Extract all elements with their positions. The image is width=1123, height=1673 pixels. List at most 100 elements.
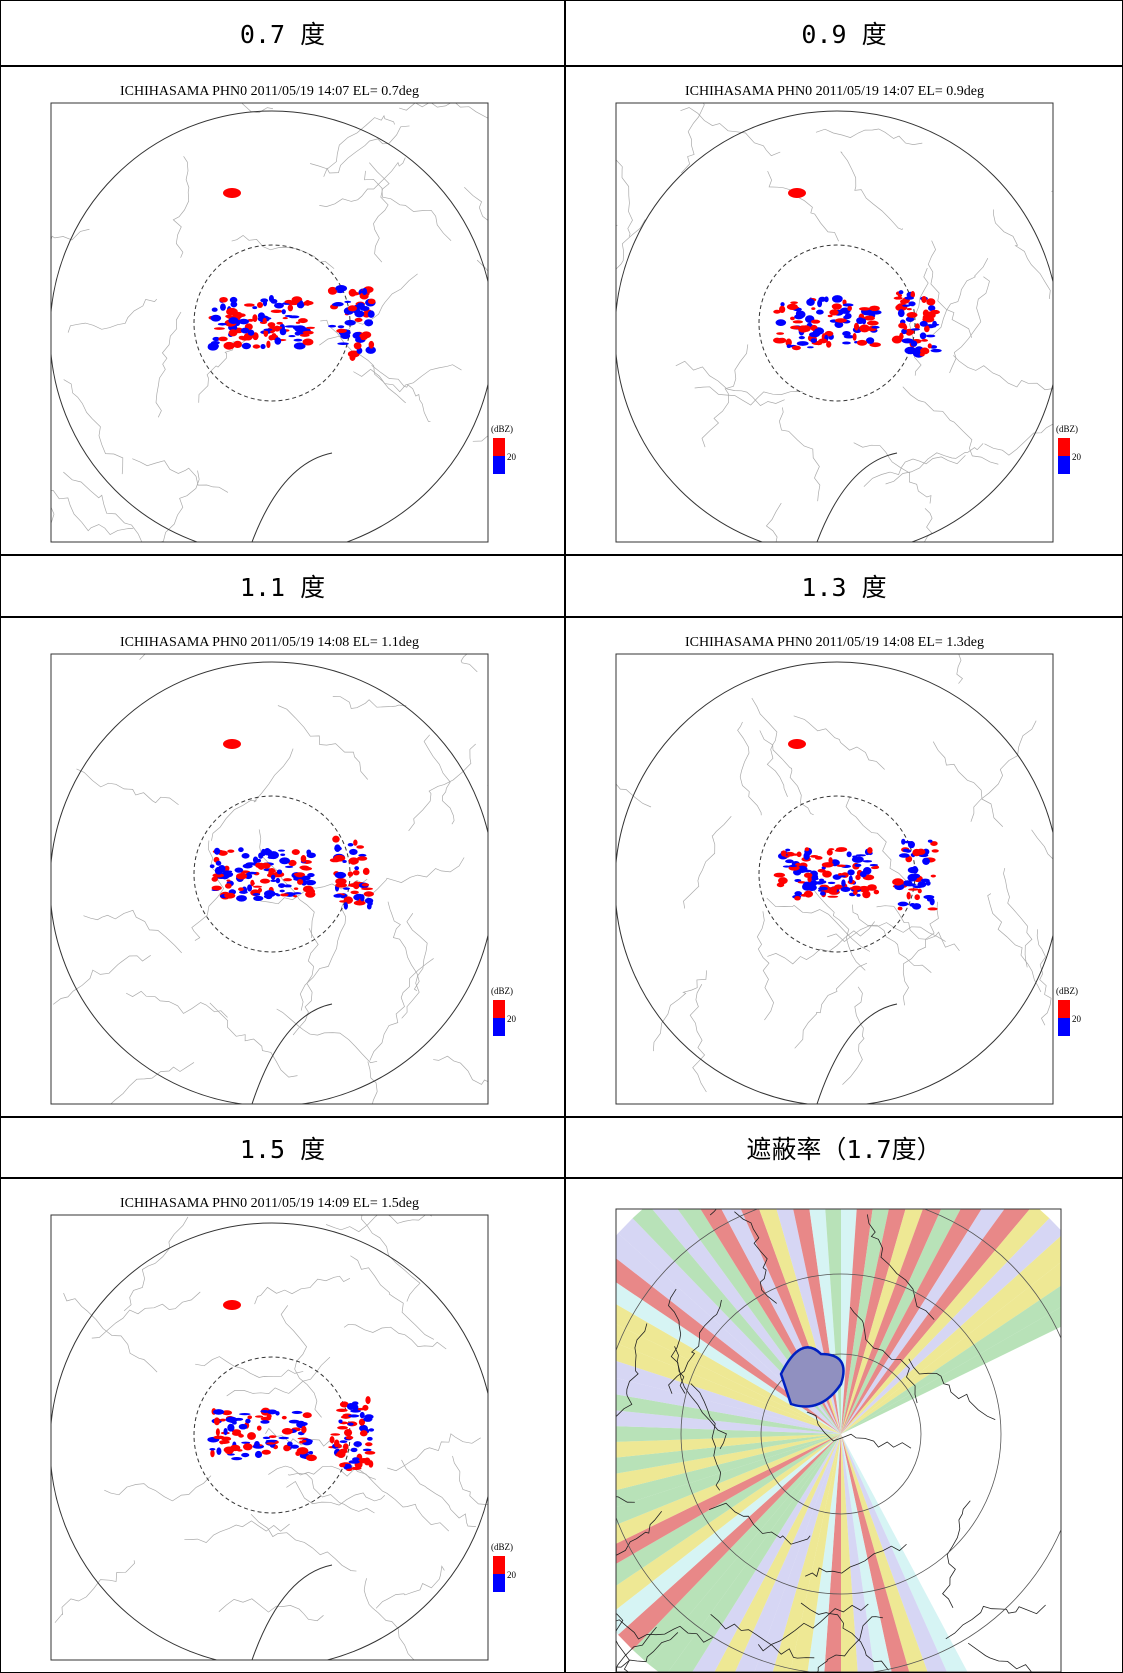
echo bbox=[854, 864, 861, 867]
echo bbox=[260, 298, 268, 302]
boundary bbox=[653, 970, 706, 1051]
echo bbox=[369, 1428, 374, 1431]
echo bbox=[852, 856, 857, 858]
echo bbox=[353, 1404, 359, 1411]
echo bbox=[309, 1451, 313, 1454]
echo bbox=[209, 1448, 215, 1451]
echo bbox=[353, 839, 357, 845]
echo bbox=[220, 303, 226, 310]
echo bbox=[799, 336, 805, 339]
boundary bbox=[124, 1217, 188, 1311]
echo bbox=[854, 323, 859, 331]
boundary bbox=[68, 299, 157, 333]
echo bbox=[827, 896, 838, 898]
echo bbox=[914, 894, 920, 900]
echo bbox=[236, 895, 247, 902]
echo bbox=[338, 1420, 342, 1424]
echo bbox=[811, 338, 817, 343]
echo bbox=[368, 1460, 373, 1467]
echo bbox=[239, 1413, 251, 1415]
echo bbox=[244, 303, 255, 306]
boundary bbox=[360, 857, 464, 904]
echo bbox=[793, 320, 803, 323]
boundary bbox=[195, 1357, 303, 1378]
echo bbox=[926, 335, 935, 338]
boundary bbox=[409, 744, 476, 831]
boundary bbox=[300, 899, 345, 1010]
echo bbox=[330, 1433, 340, 1435]
echo bbox=[297, 879, 303, 885]
boundary bbox=[145, 471, 199, 554]
echo bbox=[788, 188, 806, 198]
echo bbox=[804, 891, 813, 898]
echo bbox=[268, 851, 279, 859]
coast bbox=[252, 1565, 332, 1660]
echo bbox=[348, 883, 359, 887]
boundary bbox=[277, 1009, 377, 1063]
boundary bbox=[767, 898, 870, 951]
echo bbox=[280, 853, 285, 855]
boundary bbox=[93, 1062, 194, 1116]
echo bbox=[216, 861, 222, 866]
echo bbox=[330, 1436, 335, 1443]
echo bbox=[905, 849, 911, 852]
echo bbox=[361, 887, 373, 890]
echo bbox=[235, 867, 244, 872]
boundary bbox=[64, 380, 123, 475]
echo bbox=[293, 895, 297, 897]
echo bbox=[367, 901, 372, 906]
echo bbox=[778, 877, 788, 884]
boundary bbox=[424, 735, 454, 824]
echo bbox=[839, 875, 846, 877]
echo bbox=[266, 341, 270, 348]
echo bbox=[803, 882, 811, 886]
echo bbox=[847, 869, 854, 875]
echo bbox=[260, 1420, 269, 1424]
boundary bbox=[211, 749, 293, 841]
echo bbox=[828, 315, 833, 317]
echo bbox=[271, 310, 283, 313]
echo bbox=[357, 856, 367, 861]
legend-unit: (dBZ) bbox=[491, 424, 513, 434]
echo bbox=[930, 349, 941, 353]
map bbox=[50, 618, 564, 1116]
echo bbox=[255, 1451, 262, 1458]
echo bbox=[866, 337, 874, 344]
boundary bbox=[286, 1482, 384, 1506]
boundary bbox=[353, 365, 461, 392]
echo bbox=[898, 309, 905, 317]
boundary bbox=[917, 508, 936, 554]
echo bbox=[263, 318, 267, 324]
echo bbox=[343, 1414, 349, 1417]
range-ring bbox=[50, 662, 494, 1106]
echo bbox=[354, 342, 362, 349]
legend-unit: (dBZ) bbox=[1056, 986, 1078, 996]
echo bbox=[853, 333, 857, 341]
echo bbox=[305, 891, 315, 898]
boundary bbox=[681, 108, 781, 156]
echo bbox=[898, 907, 903, 911]
boundary bbox=[464, 187, 546, 265]
echo bbox=[276, 878, 281, 883]
echo bbox=[785, 849, 790, 852]
echo bbox=[856, 854, 867, 856]
echo bbox=[308, 1455, 313, 1460]
echo bbox=[247, 884, 252, 891]
echo bbox=[230, 301, 237, 307]
echo bbox=[280, 893, 288, 896]
legend-red bbox=[493, 1000, 505, 1018]
echo bbox=[295, 331, 301, 335]
boundary bbox=[933, 742, 1003, 827]
echo bbox=[261, 863, 271, 869]
echo bbox=[214, 848, 220, 855]
echo bbox=[279, 857, 290, 864]
echo bbox=[241, 1453, 249, 1457]
echo bbox=[289, 1420, 300, 1424]
panel-header: 遮蔽率（1.7度） bbox=[565, 1117, 1123, 1178]
echo bbox=[776, 332, 784, 335]
panel-header: 0.7 度 bbox=[0, 0, 565, 66]
echo bbox=[832, 303, 842, 309]
echo bbox=[343, 887, 350, 889]
echo bbox=[212, 308, 218, 312]
echo bbox=[269, 870, 277, 872]
